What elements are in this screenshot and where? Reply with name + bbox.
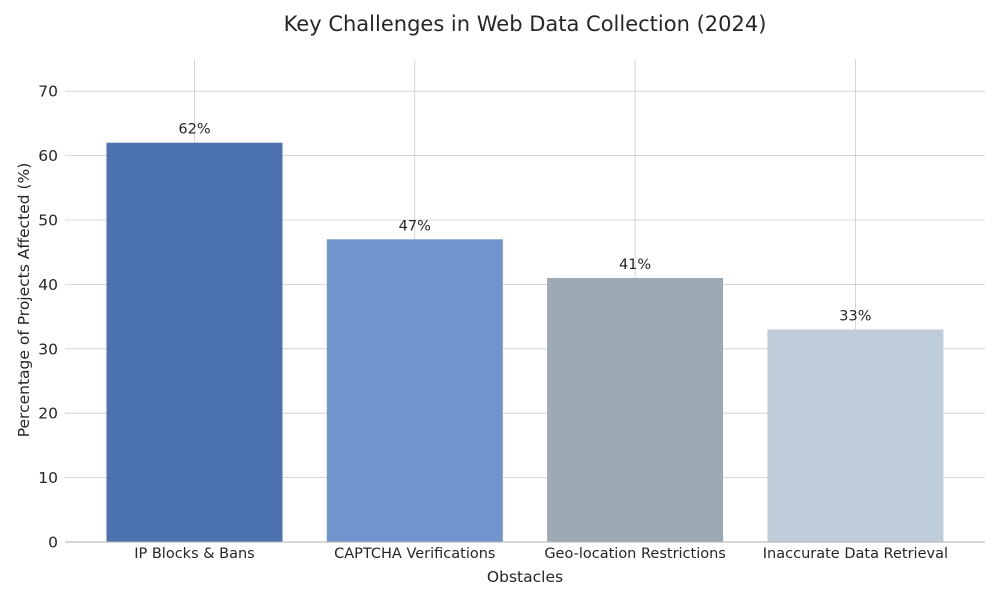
x-tick-label: Inaccurate Data Retrieval: [763, 546, 948, 562]
y-tick-label: 60: [38, 147, 58, 165]
x-tick-label: Geo-location Restrictions: [544, 546, 726, 562]
data-label: 62%: [178, 122, 210, 138]
data-label: 47%: [399, 218, 431, 234]
y-tick-label: 50: [38, 212, 58, 230]
y-axis-label: Percentage of Projects Affected (%): [15, 163, 33, 438]
data-label: 41%: [619, 257, 651, 273]
y-tick-label: 70: [38, 83, 58, 101]
bar: [547, 277, 724, 542]
bars: [106, 142, 944, 542]
y-tick-label: 0: [48, 534, 58, 552]
y-tick-label: 40: [38, 276, 58, 294]
x-axis-ticks: IP Blocks & Bans CAPTCHA Verifications Geo…: [134, 546, 948, 562]
chart-title: Key Challenges in Web Data Collection (2…: [284, 12, 767, 36]
y-tick-label: 30: [38, 340, 58, 358]
data-labels: 62% 47% 41% 33%: [178, 122, 871, 325]
bar: [106, 142, 283, 542]
y-axis-ticks: 0 10 20 30 40 50 60 70: [38, 83, 58, 552]
x-tick-label: IP Blocks & Bans: [134, 546, 255, 562]
x-tick-label: CAPTCHA Verifications: [334, 546, 495, 562]
bar: [326, 239, 503, 542]
data-label: 33%: [839, 308, 871, 324]
y-tick-label: 10: [38, 469, 58, 487]
x-axis-label: Obstacles: [487, 568, 563, 586]
bar: [767, 329, 944, 542]
y-tick-label: 20: [38, 405, 58, 423]
